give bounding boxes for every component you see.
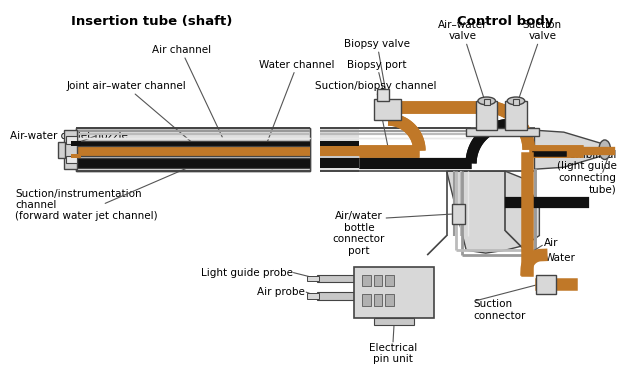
Text: Air/water
bottle
connector
port: Air/water bottle connector port	[333, 211, 385, 256]
Text: Biopsy port: Biopsy port	[347, 60, 407, 99]
Bar	[359, 146, 418, 155]
Bar	[513, 99, 519, 105]
Bar	[320, 128, 359, 171]
Bar	[66, 136, 77, 144]
Bar	[76, 141, 310, 146]
Bar	[76, 155, 310, 158]
Text: Suction/instrumentation
channel: Suction/instrumentation channel	[16, 189, 142, 210]
Text: Light guide probe: Light guide probe	[201, 268, 293, 278]
Bar	[76, 128, 310, 171]
Bar	[320, 141, 359, 146]
Polygon shape	[534, 130, 611, 169]
Bar	[320, 141, 359, 146]
Ellipse shape	[599, 140, 611, 159]
Bar	[320, 146, 359, 155]
Bar	[451, 204, 465, 224]
Bar	[374, 317, 414, 325]
Bar	[374, 99, 401, 120]
Text: Air–water
valve: Air–water valve	[438, 20, 487, 107]
Text: (forward water jet channel): (forward water jet channel)	[16, 211, 158, 221]
Bar	[307, 276, 319, 282]
Bar	[76, 155, 310, 158]
Bar	[362, 294, 371, 306]
Bar	[362, 275, 371, 286]
Text: Joint air–water channel: Joint air–water channel	[66, 81, 203, 152]
Text: Umbilical
(light guide
connecting
tube): Umbilical (light guide connecting tube)	[557, 150, 616, 195]
Ellipse shape	[507, 97, 525, 105]
Bar	[76, 158, 310, 168]
Bar	[377, 89, 389, 101]
Text: Water: Water	[544, 253, 575, 263]
Bar	[320, 128, 359, 171]
Bar	[320, 158, 359, 168]
Text: Suction/biopsy channel: Suction/biopsy channel	[315, 81, 436, 148]
Text: Insertion tube (shaft): Insertion tube (shaft)	[71, 15, 233, 28]
Bar	[76, 158, 310, 168]
Bar	[476, 101, 497, 130]
Bar	[320, 158, 359, 168]
Bar	[354, 267, 434, 317]
Bar	[385, 275, 394, 286]
Text: Air probe: Air probe	[257, 287, 305, 297]
Bar	[76, 146, 310, 155]
Text: Air channel: Air channel	[152, 45, 222, 137]
Bar	[317, 292, 356, 300]
Bar	[320, 155, 359, 158]
Bar	[374, 294, 382, 306]
Bar	[317, 275, 356, 282]
Text: Control body: Control body	[457, 15, 554, 28]
Text: Suction
connector: Suction connector	[473, 299, 525, 320]
Text: Air-water outlet nozzle: Air-water outlet nozzle	[9, 131, 127, 141]
Bar	[374, 275, 382, 286]
Bar	[320, 146, 359, 155]
Text: Electrical
pin unit: Electrical pin unit	[369, 343, 417, 364]
Bar	[64, 130, 77, 169]
Bar	[71, 141, 81, 146]
Text: Air: Air	[544, 238, 559, 248]
Bar	[66, 155, 77, 164]
Bar	[505, 101, 527, 130]
Bar	[385, 294, 394, 306]
Ellipse shape	[478, 97, 495, 105]
Bar	[320, 155, 359, 158]
Bar	[76, 128, 310, 171]
Bar	[466, 128, 539, 136]
Bar	[76, 146, 310, 155]
Bar	[71, 154, 81, 158]
Text: Suction
valve: Suction valve	[516, 20, 562, 107]
Bar	[307, 293, 319, 299]
Text: Biopsy valve: Biopsy valve	[344, 39, 410, 94]
Polygon shape	[446, 171, 539, 253]
Bar	[58, 142, 65, 158]
Bar	[76, 141, 310, 146]
Bar	[537, 275, 556, 294]
Bar	[484, 99, 490, 105]
Text: Water channel: Water channel	[260, 60, 335, 145]
